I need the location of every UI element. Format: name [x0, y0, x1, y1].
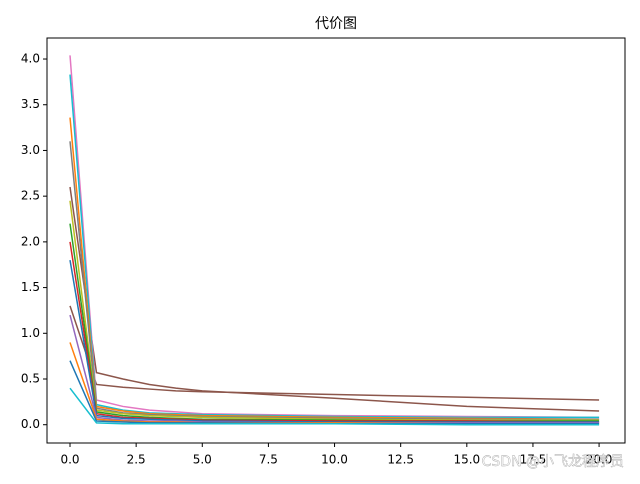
series-line	[69, 305, 600, 401]
series-line	[69, 223, 600, 422]
series-line	[69, 260, 600, 423]
x-tick-label: 10.0	[321, 453, 348, 467]
series-line	[69, 314, 600, 424]
y-tick-label: 1.0	[21, 326, 40, 340]
y-tick-label: 3.0	[21, 143, 40, 157]
series-line	[69, 74, 600, 419]
y-tick-label: 4.0	[21, 52, 40, 66]
series-line	[69, 241, 600, 423]
x-tick-label: 0.0	[60, 453, 79, 467]
watermark: CSDN @小飞龙程序员	[482, 454, 624, 470]
series-line	[69, 200, 600, 421]
x-tick-label: 7.5	[259, 453, 278, 467]
y-tick-label: 2.5	[21, 189, 40, 203]
plot-frame	[46, 37, 626, 444]
y-tick-label: 2.0	[21, 234, 40, 248]
x-tick-label: 17.5	[520, 453, 547, 467]
x-tick-label: 5.0	[193, 453, 212, 467]
x-tick-label: 2.5	[127, 453, 146, 467]
chart-title: 代价图	[315, 16, 357, 32]
x-tick-label: 20.0	[586, 453, 613, 467]
series-line	[69, 117, 600, 420]
series-line	[69, 141, 600, 420]
series-line	[69, 342, 600, 425]
series-line	[69, 186, 600, 412]
y-tick-label: 1.5	[21, 280, 40, 294]
x-tick-label: 12.5	[387, 453, 414, 467]
y-tick-label: 0.5	[21, 372, 40, 386]
y-tick-label: 0.0	[21, 417, 40, 431]
series-line	[69, 387, 600, 426]
y-tick-label: 3.5	[21, 97, 40, 111]
series-line	[69, 55, 600, 419]
x-tick-label: 15.0	[453, 453, 480, 467]
